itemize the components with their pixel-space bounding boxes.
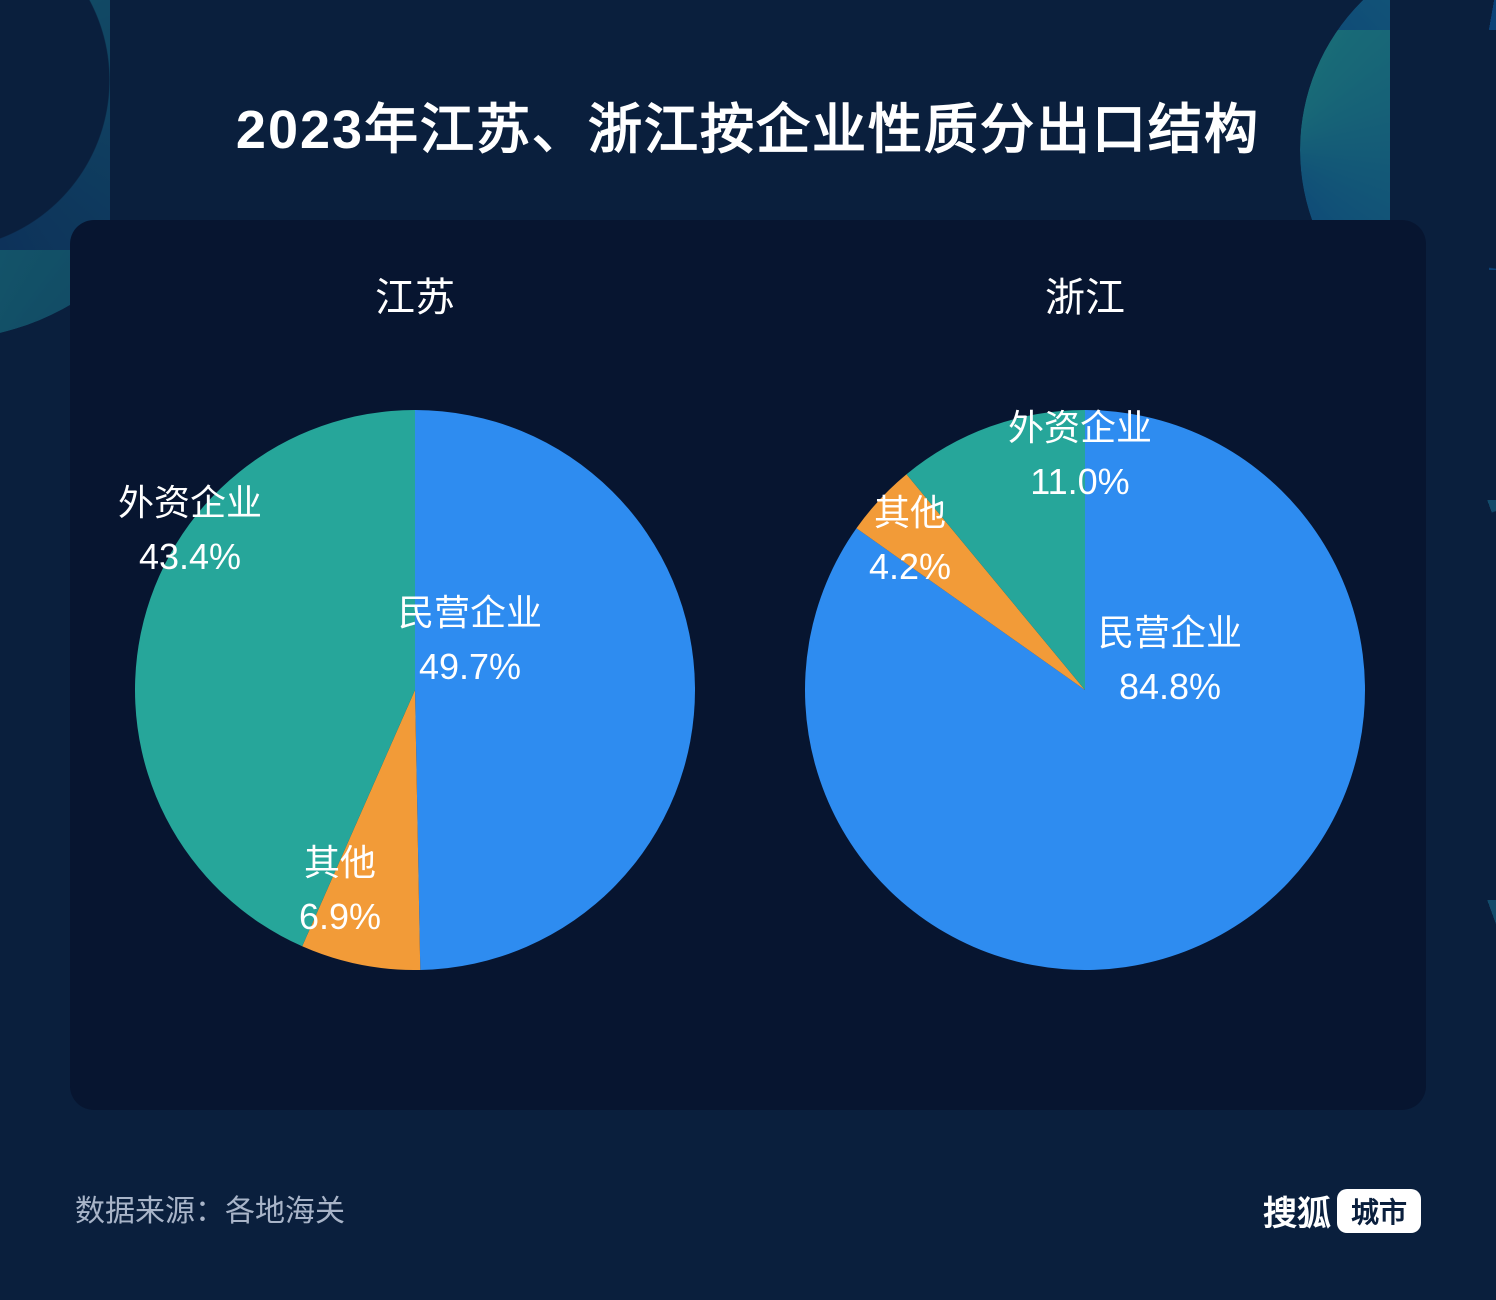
slice-label: 其他6.9% [299, 836, 381, 944]
slice-label: 其他4.2% [869, 486, 951, 594]
brand-name: 搜狐 [1263, 1186, 1331, 1235]
brand-logo: 搜狐 城市 [1263, 1186, 1421, 1235]
slice-label: 民营企业84.8% [1098, 606, 1242, 714]
pie-subtitle: 浙江 [1025, 265, 1145, 323]
brand-pill: 城市 [1337, 1189, 1421, 1233]
chart-title: 2023年江苏、浙江按企业性质分出口结构 [0, 85, 1496, 164]
data-source: 数据来源：各地海关 [75, 1186, 345, 1230]
slice-label: 民营企业49.7% [398, 586, 542, 694]
pie-subtitle: 江苏 [355, 265, 475, 323]
slice-label: 外资企业43.4% [118, 476, 262, 584]
slice-label: 外资企业11.0% [1008, 401, 1152, 509]
